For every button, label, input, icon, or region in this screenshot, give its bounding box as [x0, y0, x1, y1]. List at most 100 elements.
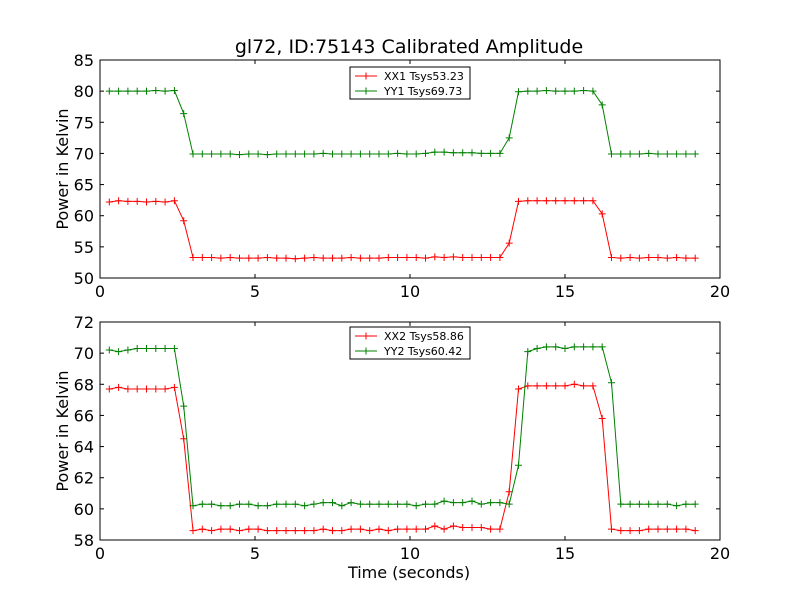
data-point-marker	[263, 253, 271, 261]
data-point-marker	[673, 150, 681, 158]
data-point-marker	[375, 525, 383, 533]
data-point-marker	[143, 385, 150, 393]
data-point-marker	[626, 527, 634, 535]
data-point-marker	[682, 500, 690, 508]
x-tick-label: 10	[400, 544, 420, 563]
data-point-marker	[263, 502, 271, 510]
data-point-marker	[524, 197, 532, 205]
data-point-marker	[254, 525, 262, 533]
data-point-marker	[422, 254, 429, 262]
data-point-marker	[542, 197, 550, 205]
legend-marker	[362, 87, 370, 95]
data-point-marker	[189, 150, 197, 158]
data-point-marker	[208, 150, 216, 158]
data-point-marker	[552, 343, 560, 351]
data-point-marker	[180, 402, 188, 410]
data-point-marker	[552, 197, 560, 205]
data-point-marker	[403, 150, 411, 158]
data-point-marker	[170, 197, 178, 205]
data-point-marker	[170, 344, 178, 352]
x-tick-label: 10	[400, 282, 420, 301]
data-point-marker	[245, 525, 253, 533]
data-point-marker	[403, 500, 411, 508]
data-point-marker	[329, 254, 336, 262]
data-point-marker	[301, 502, 309, 510]
data-point-marker	[459, 253, 467, 261]
data-point-marker	[161, 198, 169, 206]
legend-marker	[362, 332, 370, 340]
data-point-marker	[226, 502, 234, 510]
data-point-marker	[273, 150, 281, 158]
data-point-marker	[189, 253, 197, 261]
data-point-marker	[663, 500, 671, 508]
data-point-marker	[161, 87, 169, 95]
data-point-marker	[115, 87, 123, 95]
y-tick-label: 64	[74, 438, 94, 457]
data-point-marker	[170, 87, 178, 95]
data-point-marker	[673, 502, 681, 510]
data-point-marker	[124, 197, 132, 205]
data-point-marker	[152, 385, 160, 393]
data-point-marker	[273, 254, 281, 262]
data-point-marker	[440, 497, 448, 505]
data-point-marker	[375, 254, 383, 262]
data-point-marker	[384, 150, 392, 158]
data-point-marker	[533, 344, 541, 352]
data-point-marker	[440, 525, 448, 533]
data-point-marker	[403, 525, 411, 533]
x-tick-label: 15	[555, 544, 575, 563]
data-point-marker	[608, 525, 615, 533]
data-point-marker	[152, 197, 160, 205]
x-tick-label: 20	[710, 282, 730, 301]
data-point-marker	[338, 502, 346, 510]
data-point-marker	[291, 500, 299, 508]
data-point-marker	[170, 383, 178, 391]
data-point-marker	[310, 150, 318, 158]
data-point-marker	[477, 500, 485, 508]
y-tick-label: 85	[74, 51, 94, 70]
legend-marker	[362, 347, 370, 355]
data-point-marker	[635, 527, 643, 535]
data-point-marker	[542, 382, 550, 390]
data-point-marker	[143, 344, 150, 352]
data-point-marker	[477, 524, 485, 532]
data-point-marker	[198, 150, 206, 158]
data-point-marker	[394, 500, 402, 508]
legend: XX2 Tsys58.86 YY2 Tsys60.42	[349, 326, 471, 360]
data-point-marker	[505, 500, 513, 508]
y-tick-label: 80	[74, 82, 94, 101]
data-point-marker	[105, 385, 113, 393]
data-point-marker	[440, 253, 448, 261]
data-point-marker	[133, 344, 141, 352]
legend-marker	[362, 72, 370, 80]
data-point-marker	[449, 149, 457, 157]
data-point-marker	[459, 499, 467, 507]
data-point-marker	[496, 499, 504, 507]
x-tick-label: 15	[555, 282, 575, 301]
data-point-marker	[310, 253, 318, 261]
data-point-marker	[412, 253, 420, 261]
data-point-marker	[356, 500, 364, 508]
data-point-marker	[468, 524, 476, 532]
data-point-marker	[626, 500, 634, 508]
data-point-marker	[468, 497, 476, 505]
data-point-marker	[524, 87, 532, 95]
data-point-marker	[282, 150, 290, 158]
y-tick-label: 55	[74, 238, 94, 257]
data-point-marker	[598, 343, 606, 351]
data-point-marker	[263, 151, 271, 159]
data-point-marker	[635, 500, 643, 508]
series-line	[109, 383, 696, 532]
data-point-marker	[598, 415, 606, 423]
data-point-marker	[422, 149, 429, 157]
data-point-marker	[524, 348, 532, 356]
data-point-marker	[654, 525, 662, 533]
data-point-marker	[291, 150, 299, 158]
data-point-marker	[654, 253, 662, 261]
data-point-marker	[431, 522, 439, 530]
data-point-marker	[384, 253, 392, 261]
data-point-marker	[375, 500, 383, 508]
data-point-marker	[208, 500, 216, 508]
data-point-marker	[329, 150, 336, 158]
data-point-marker	[552, 382, 560, 390]
